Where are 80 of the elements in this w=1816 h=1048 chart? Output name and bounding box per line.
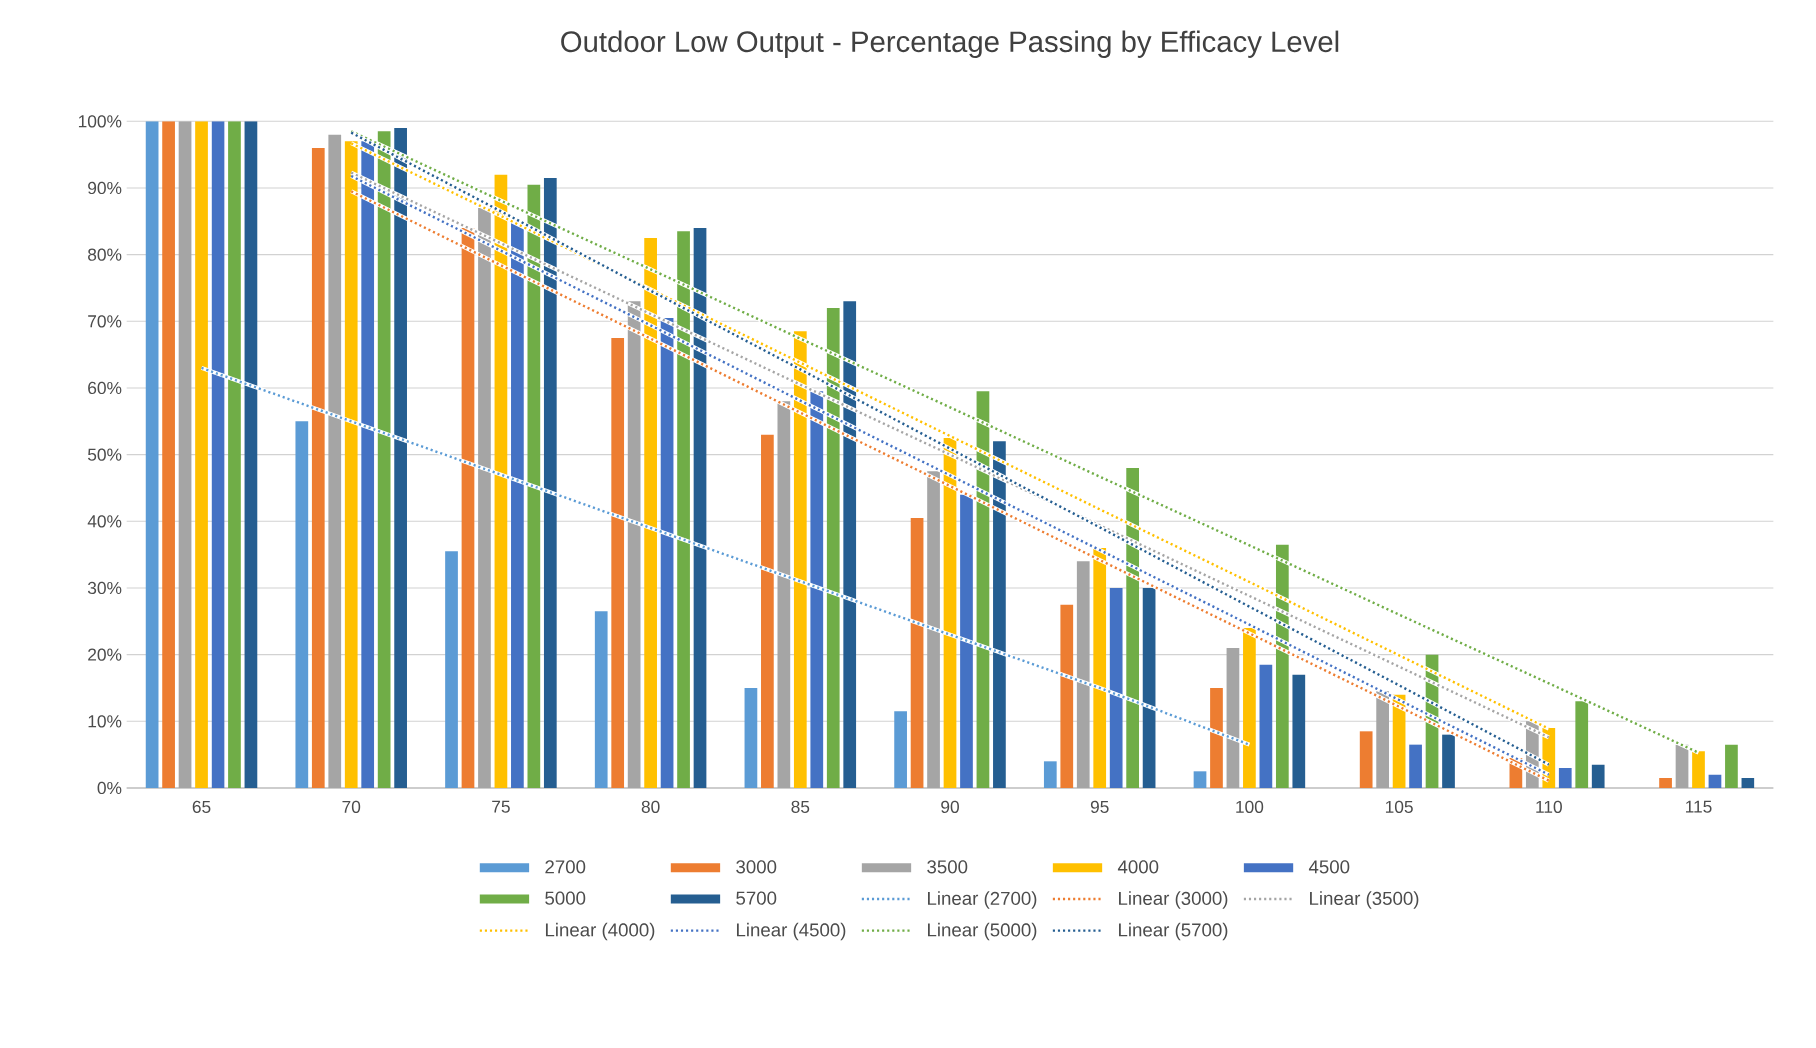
bar — [744, 687, 758, 788]
x-tick-label: 70 — [342, 800, 361, 813]
legend-label: 5700 — [736, 891, 777, 905]
y-tick-label: 10% — [88, 715, 122, 728]
bar — [910, 517, 924, 788]
bar — [445, 551, 458, 788]
bar — [295, 421, 309, 788]
bar — [777, 401, 791, 788]
bar — [145, 121, 159, 788]
legend-label: Linear (4000) — [545, 922, 655, 941]
x-tick-label: 105 — [1385, 800, 1413, 813]
y-tick-label: 30% — [87, 581, 122, 595]
legend-label: Linear (5000) — [928, 922, 1037, 941]
bar — [1060, 604, 1074, 788]
legend-label: Linear (3500) — [1310, 891, 1419, 909]
legend-label: Linear (3000) — [1119, 891, 1228, 909]
bar — [1708, 774, 1722, 788]
bar — [244, 121, 258, 788]
x-tick-label: 80 — [641, 800, 660, 813]
bar — [1193, 771, 1207, 788]
bar — [761, 434, 774, 788]
legend-label: 3000 — [736, 860, 777, 874]
y-tick-label: 20% — [88, 648, 122, 661]
bar — [1043, 761, 1057, 788]
bar — [1558, 767, 1572, 788]
x-tick-label: 110 — [1536, 800, 1562, 813]
y-tick-label: 0% — [97, 781, 122, 795]
y-tick-label: 40% — [87, 515, 122, 528]
bar — [594, 611, 608, 788]
bar — [894, 711, 907, 788]
y-tick-label: 90% — [88, 181, 122, 195]
bar — [1226, 647, 1240, 788]
bar — [311, 147, 325, 788]
y-tick-label: 50% — [87, 448, 122, 461]
y-tick-label: 100% — [78, 115, 122, 128]
bar — [1741, 777, 1755, 788]
bar — [211, 121, 225, 788]
bar — [1359, 731, 1373, 788]
x-tick-label: 95 — [1090, 800, 1109, 813]
x-tick-label: 85 — [791, 800, 810, 813]
bar — [228, 121, 241, 788]
bar — [1243, 627, 1256, 788]
bar — [960, 494, 973, 788]
x-tick-label: 65 — [192, 800, 211, 813]
y-tick-label: 70% — [88, 315, 122, 328]
bar — [1692, 751, 1705, 788]
legend-label: 4000 — [1117, 860, 1159, 874]
bar — [611, 337, 625, 788]
y-tick-label: 80% — [88, 248, 122, 261]
bar — [1142, 587, 1156, 788]
bar — [328, 134, 342, 788]
bar — [1442, 734, 1455, 788]
bar — [1376, 691, 1389, 788]
chart-title: Outdoor Low Output - Percentage Passing by Efficacy Level — [561, 30, 1339, 58]
bar — [1109, 587, 1123, 788]
y-tick-label: 60% — [88, 381, 122, 395]
bar — [1076, 561, 1090, 788]
legend-label: Linear (4500) — [736, 922, 846, 941]
bar — [1659, 777, 1672, 788]
x-tick-label: 90 — [941, 800, 959, 813]
x-tick-label: 115 — [1686, 800, 1712, 813]
bar — [178, 121, 192, 788]
legend-label: Linear (2700) — [928, 891, 1037, 909]
x-tick-label: 100 — [1236, 800, 1264, 813]
bar — [1292, 674, 1306, 788]
bar — [1725, 744, 1738, 788]
bar — [162, 121, 175, 788]
x-tick-label: 75 — [492, 800, 510, 813]
legend-label: 5000 — [545, 891, 586, 905]
bar — [927, 471, 940, 788]
bar — [1093, 547, 1107, 788]
bar — [195, 121, 208, 788]
legend-label: Linear (5700) — [1119, 922, 1228, 941]
bar — [1210, 687, 1223, 788]
legend-label: 3500 — [927, 860, 968, 874]
legend-label: 4500 — [1308, 860, 1350, 874]
bar — [1259, 664, 1273, 788]
bar — [1591, 764, 1605, 788]
legend-label: 2700 — [545, 860, 586, 874]
bar — [1409, 744, 1422, 788]
